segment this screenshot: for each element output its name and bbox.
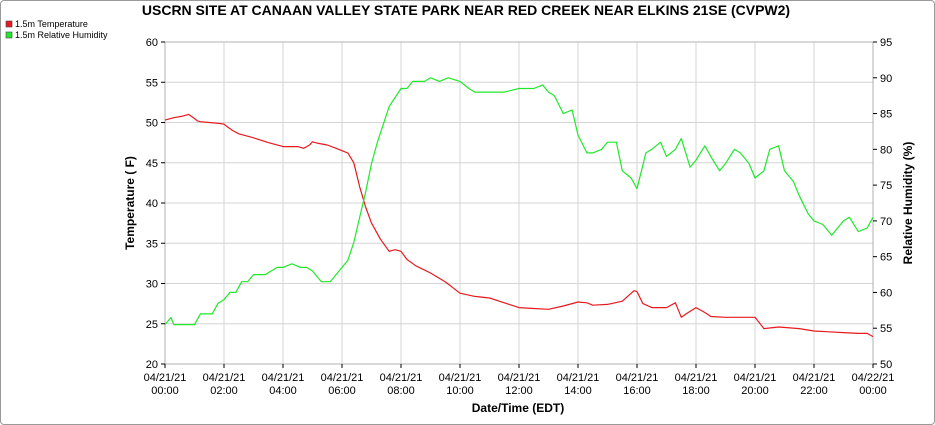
grid <box>164 41 874 365</box>
y2-axis-title: Relative Humidity (%) <box>901 142 915 265</box>
x-tick-time: 22:00 <box>800 385 828 397</box>
y-tick-label: 30 <box>146 279 158 291</box>
x-tick-time: 18:00 <box>682 385 710 397</box>
x-tick-time: 20:00 <box>741 385 769 397</box>
y-axis-title: Temperature ( F) <box>123 156 137 250</box>
series-line-humidity <box>164 77 874 326</box>
x-axis-title: Date/Time (EDT) <box>472 401 564 415</box>
x-tick-date: 04/21/21 <box>616 372 659 384</box>
y-tick-label: 45 <box>146 158 158 170</box>
y2-tick-label: 95 <box>880 37 892 49</box>
x-tick-date: 04/21/21 <box>144 372 187 384</box>
y-axis-ticks: 20 25 30 35 40 45 50 55 60 <box>146 37 165 371</box>
legend-swatch <box>5 20 13 28</box>
y2-tick-label: 75 <box>880 180 892 192</box>
x-tick-date: 04/21/21 <box>675 372 718 384</box>
x-tick-time: 02:00 <box>210 385 238 397</box>
x-tick-time: 10:00 <box>446 385 474 397</box>
x-tick-time: 12:00 <box>505 385 533 397</box>
legend-label: 1.5m Temperature <box>15 19 88 29</box>
x-tick-date: 04/21/21 <box>262 372 305 384</box>
x-tick-time: 16:00 <box>623 385 651 397</box>
y2-tick-label: 50 <box>880 359 892 371</box>
y2-tick-label: 70 <box>880 216 892 228</box>
x-tick-date: 04/21/21 <box>203 372 246 384</box>
y2-tick-label: 60 <box>880 287 892 299</box>
x-tick-time: 14:00 <box>564 385 592 397</box>
y-tick-label: 20 <box>146 359 158 371</box>
x-tick-time: 08:00 <box>387 385 415 397</box>
x-tick-time: 06:00 <box>328 385 356 397</box>
series-lines <box>164 77 874 338</box>
y2-axis-ticks: 50 55 60 65 70 75 80 85 90 95 <box>873 37 892 371</box>
x-tick-date: 04/21/21 <box>793 372 836 384</box>
series-line-temperature <box>164 113 874 338</box>
x-tick-time: 04:00 <box>269 385 297 397</box>
y2-tick-label: 80 <box>880 144 892 156</box>
y-tick-label: 35 <box>146 238 158 250</box>
x-tick-date: 04/21/21 <box>734 372 777 384</box>
y-tick-label: 50 <box>146 118 158 130</box>
y-tick-label: 55 <box>146 77 158 89</box>
x-axis-ticks: 04/21/2100:0004/21/2102:0004/21/2104:000… <box>144 364 895 397</box>
y2-tick-label: 85 <box>880 109 892 121</box>
y-tick-label: 25 <box>146 319 158 331</box>
y2-tick-label: 90 <box>880 73 892 85</box>
x-tick-date: 04/21/21 <box>321 372 364 384</box>
chart-title: USCRN SITE AT CANAAN VALLEY STATE PARK N… <box>142 2 790 18</box>
y-tick-label: 60 <box>146 37 158 49</box>
x-tick-date: 04/22/21 <box>852 372 895 384</box>
legend-label: 1.5m Relative Humidity <box>15 30 108 40</box>
y2-tick-label: 55 <box>880 323 892 335</box>
x-tick-date: 04/21/21 <box>557 372 600 384</box>
y2-tick-label: 65 <box>880 252 892 264</box>
x-tick-time: 00:00 <box>151 385 179 397</box>
y-tick-label: 40 <box>146 198 158 210</box>
legend-swatch <box>5 31 13 39</box>
x-tick-date: 04/21/21 <box>439 372 482 384</box>
x-tick-date: 04/21/21 <box>498 372 541 384</box>
x-tick-date: 04/21/21 <box>380 372 423 384</box>
x-tick-time: 00:00 <box>859 385 887 397</box>
